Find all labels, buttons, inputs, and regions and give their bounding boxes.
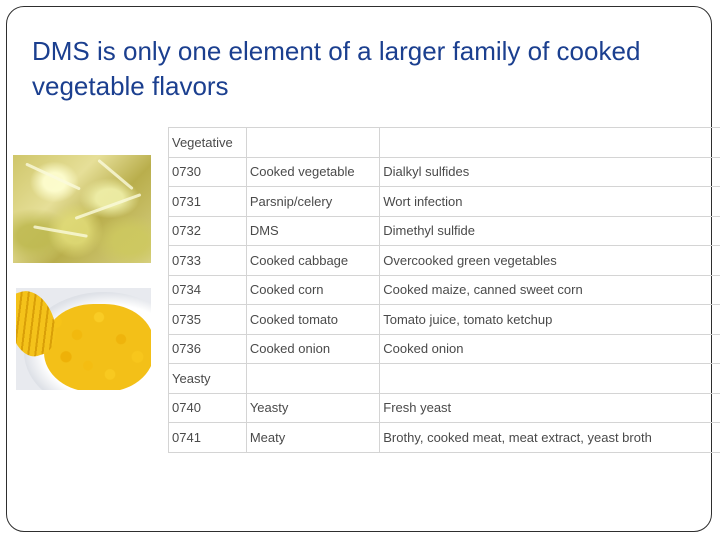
table-row: 0735 Cooked tomato Tomato juice, tomato ke…	[168, 304, 720, 335]
flavor-code-cell: 0733	[168, 245, 247, 276]
flavor-code-cell: 0741	[168, 422, 247, 453]
flavor-code-cell: 0740	[168, 392, 247, 423]
table-row: 0734 Cooked corn Cooked maize, canned swee…	[168, 274, 720, 305]
flavor-name-cell: Cooked tomato	[245, 304, 381, 335]
flavor-name-cell: Meaty	[245, 422, 381, 453]
table-row: 0736 Cooked onion Cooked onion	[168, 333, 720, 364]
flavor-description-cell: Cooked maize, canned sweet corn	[379, 274, 720, 305]
flavor-code-cell: 0732	[168, 215, 247, 246]
table-section-row: Vegetative	[168, 127, 720, 158]
flavor-code-cell: 0736	[168, 333, 247, 364]
cooked-corn-photo	[16, 288, 151, 390]
flavor-code-cell: 0735	[168, 304, 247, 335]
flavor-description-cell	[379, 127, 720, 158]
flavor-name-cell: Cooked onion	[245, 333, 381, 364]
flavor-description-cell: Dimethyl sulfide	[379, 215, 720, 246]
cooked-cabbage-photo	[13, 155, 151, 263]
table-row: 0732 DMS Dimethyl sulfide	[168, 215, 720, 246]
table-section-row: Yeasty	[168, 363, 720, 394]
flavor-name-cell	[245, 363, 381, 394]
flavor-description-cell: Wort infection	[379, 186, 720, 217]
flavor-description-cell: Brothy, cooked meat, meat extract, yeast…	[379, 422, 720, 453]
flavor-table: Vegetative 0730 Cooked vegetable Dialkyl su…	[168, 127, 720, 453]
flavor-name-cell: Parsnip/celery	[245, 186, 381, 217]
corn-kernels-shape	[44, 304, 151, 390]
flavor-name-cell: Cooked cabbage	[245, 245, 381, 276]
section-label-cell: Vegetative	[168, 127, 247, 158]
flavor-description-cell: Overcooked green vegetables	[379, 245, 720, 276]
flavor-name-cell: Cooked vegetable	[245, 156, 381, 187]
flavor-description-cell: Dialkyl sulfides	[379, 156, 720, 187]
flavor-description-cell: Fresh yeast	[379, 392, 720, 423]
flavor-code-cell: 0731	[168, 186, 247, 217]
flavor-table-container: Vegetative 0730 Cooked vegetable Dialkyl su…	[168, 127, 720, 455]
flavor-name-cell	[245, 127, 381, 158]
flavor-name-cell: DMS	[245, 215, 381, 246]
table-row: 0730 Cooked vegetable Dialkyl sulfides	[168, 156, 720, 187]
flavor-description-cell: Tomato juice, tomato ketchup	[379, 304, 720, 335]
section-label-cell: Yeasty	[168, 363, 247, 394]
flavor-code-cell: 0730	[168, 156, 247, 187]
slide-title: DMS is only one element of a larger fami…	[32, 36, 641, 101]
flavor-description-cell: Cooked onion	[379, 333, 720, 364]
flavor-description-cell	[379, 363, 720, 394]
table-row: 0741 Meaty Brothy, cooked meat, meat extra…	[168, 422, 720, 453]
flavor-name-cell: Cooked corn	[245, 274, 381, 305]
flavor-code-cell: 0734	[168, 274, 247, 305]
table-row: 0731 Parsnip/celery Wort infection	[168, 186, 720, 217]
flavor-name-cell: Yeasty	[245, 392, 381, 423]
table-row: 0733 Cooked cabbage Overcooked green veget…	[168, 245, 720, 276]
table-row: 0740 Yeasty Fresh yeast	[168, 392, 720, 423]
